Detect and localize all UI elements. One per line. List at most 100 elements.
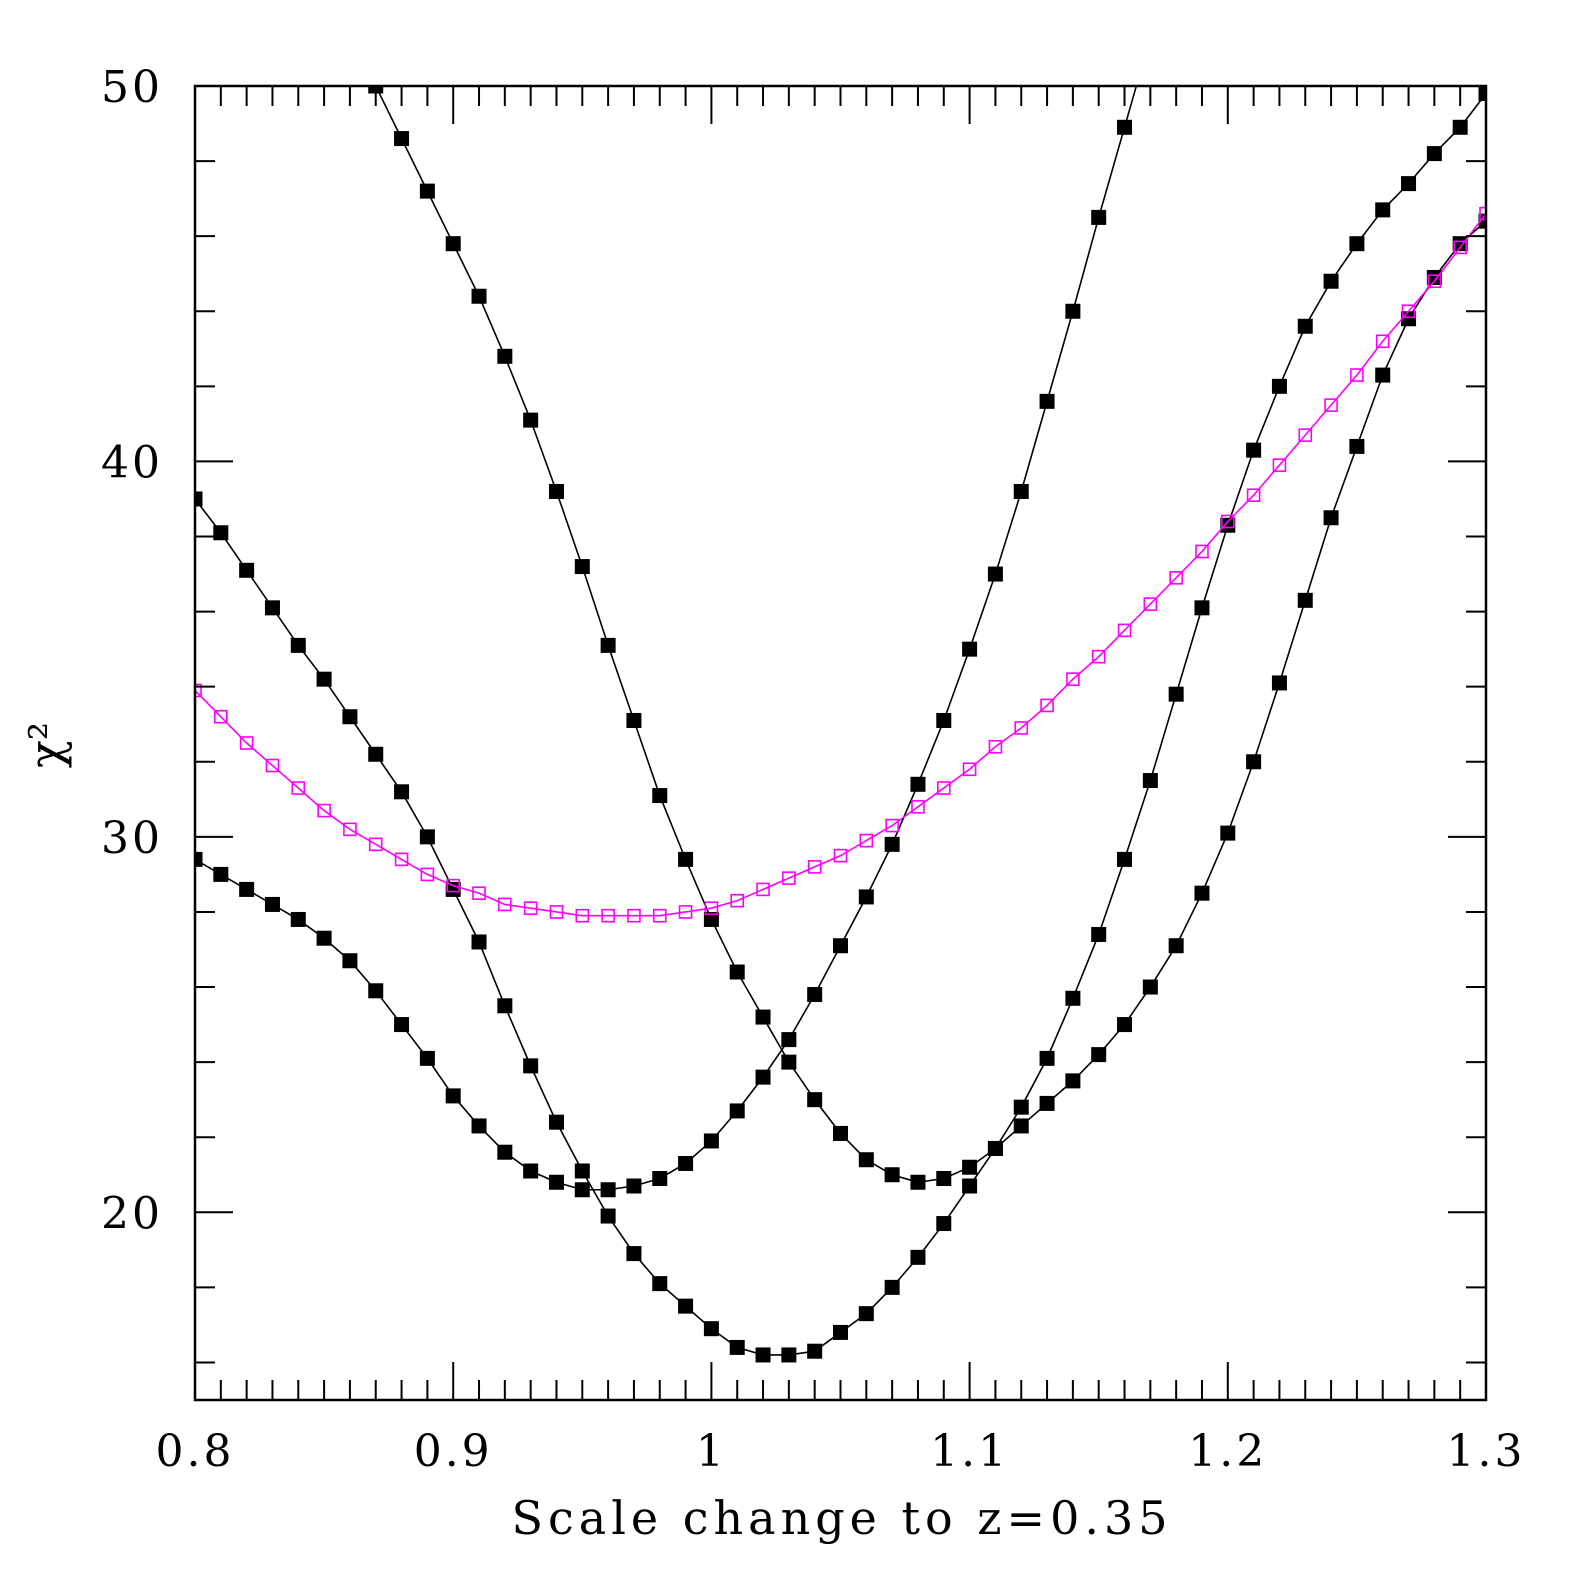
filled-marker [884,836,900,852]
filled-marker [807,1092,823,1108]
open-marker [601,908,615,923]
filled-marker [342,953,358,969]
filled-marker [445,881,461,897]
filled-marker [368,746,384,762]
open-marker [704,901,719,915]
filled-marker [729,964,745,980]
filled-marker [962,641,978,657]
filled-marker [445,1088,461,1104]
open-marker [678,905,693,919]
filled-marker [1039,393,1055,409]
filled-marker [574,559,590,575]
open-marker [911,800,925,814]
x-tick-label: 1.2 [1188,1426,1267,1477]
filled-marker [1271,675,1287,691]
filled-marker [1168,686,1184,702]
filled-marker [264,600,280,616]
filled-marker [807,987,823,1003]
filled-marker [729,1339,745,1355]
filled-marker [497,998,513,1014]
filled-marker [1478,213,1486,229]
filled-marker [1220,517,1236,533]
filled-marker [1117,851,1133,867]
filled-marker [1426,269,1442,285]
y-tick-label: 20 [101,1188,163,1239]
open-marker [1117,623,1132,638]
open-marker [523,901,538,915]
filled-marker [316,671,332,687]
open-marker [1479,206,1486,221]
open-marker [265,758,280,773]
filled-marker [1091,926,1107,942]
filled-marker [574,1182,590,1198]
open-marker [652,908,667,923]
filled-marker [548,1114,564,1130]
open-marker [575,908,590,923]
open-marker [627,908,641,923]
filled-marker [1013,1099,1029,1115]
series-line [375,86,1486,1184]
filled-marker [290,637,306,653]
open-marker [1066,672,1080,686]
open-marker [1221,514,1235,529]
filled-marker [678,1155,694,1171]
filled-marker [1065,303,1081,319]
open-marker [1040,698,1054,713]
open-marker [936,781,951,795]
filled-marker [858,1152,874,1168]
filled-marker [833,1324,848,1340]
filled-marker [1142,979,1158,995]
filled-marker [1401,176,1417,192]
filled-marker [600,1182,616,1198]
filled-marker [626,1178,642,1194]
open-marker [730,893,745,908]
filled-marker [833,938,848,954]
x-tick-label: 0.8 [156,1426,235,1477]
filled-marker [1271,378,1287,394]
filled-marker [652,1276,668,1292]
open-marker [214,709,228,724]
filled-marker [213,866,229,882]
filled-marker [1039,1050,1055,1066]
filled-marker [987,566,1003,582]
filled-marker [342,709,358,725]
plot-area [195,86,1486,1363]
filled-marker [548,1174,564,1190]
filled-marker [574,1163,590,1179]
filled-marker [936,1216,952,1232]
y-axis-label: χ² [19,722,73,768]
open-marker [446,878,461,893]
x-axis-label: Scale change to z=0.35 [512,1491,1173,1545]
filled-marker [600,637,616,653]
open-marker [756,882,770,897]
open-marker [239,736,254,750]
open-marker [1453,240,1467,255]
y-tick-label: 40 [101,437,163,488]
filled-marker [626,1246,642,1262]
filled-marker [910,776,926,792]
open-marker [1143,597,1158,611]
filled-marker [394,1017,410,1033]
filled-marker [1168,938,1184,954]
filled-marker [884,1167,900,1183]
filled-marker [1452,236,1468,252]
filled-marker [755,1009,771,1025]
open-marker [1091,649,1106,664]
filled-marker [1349,438,1365,454]
filled-marker [936,1170,952,1186]
filled-marker [1065,1073,1081,1089]
filled-marker [1142,773,1158,789]
filled-marker [626,712,642,728]
filled-marker [858,889,874,905]
filled-marker [1091,209,1107,225]
x-tick-label: 1.3 [1447,1426,1526,1477]
open-marker [885,818,899,833]
y-tick-label: 30 [101,813,163,864]
filled-marker [316,930,332,946]
open-marker [1401,304,1416,319]
filled-marker [368,983,384,999]
filled-marker [394,784,410,800]
filled-marker [471,934,487,950]
series-line [195,213,1486,917]
